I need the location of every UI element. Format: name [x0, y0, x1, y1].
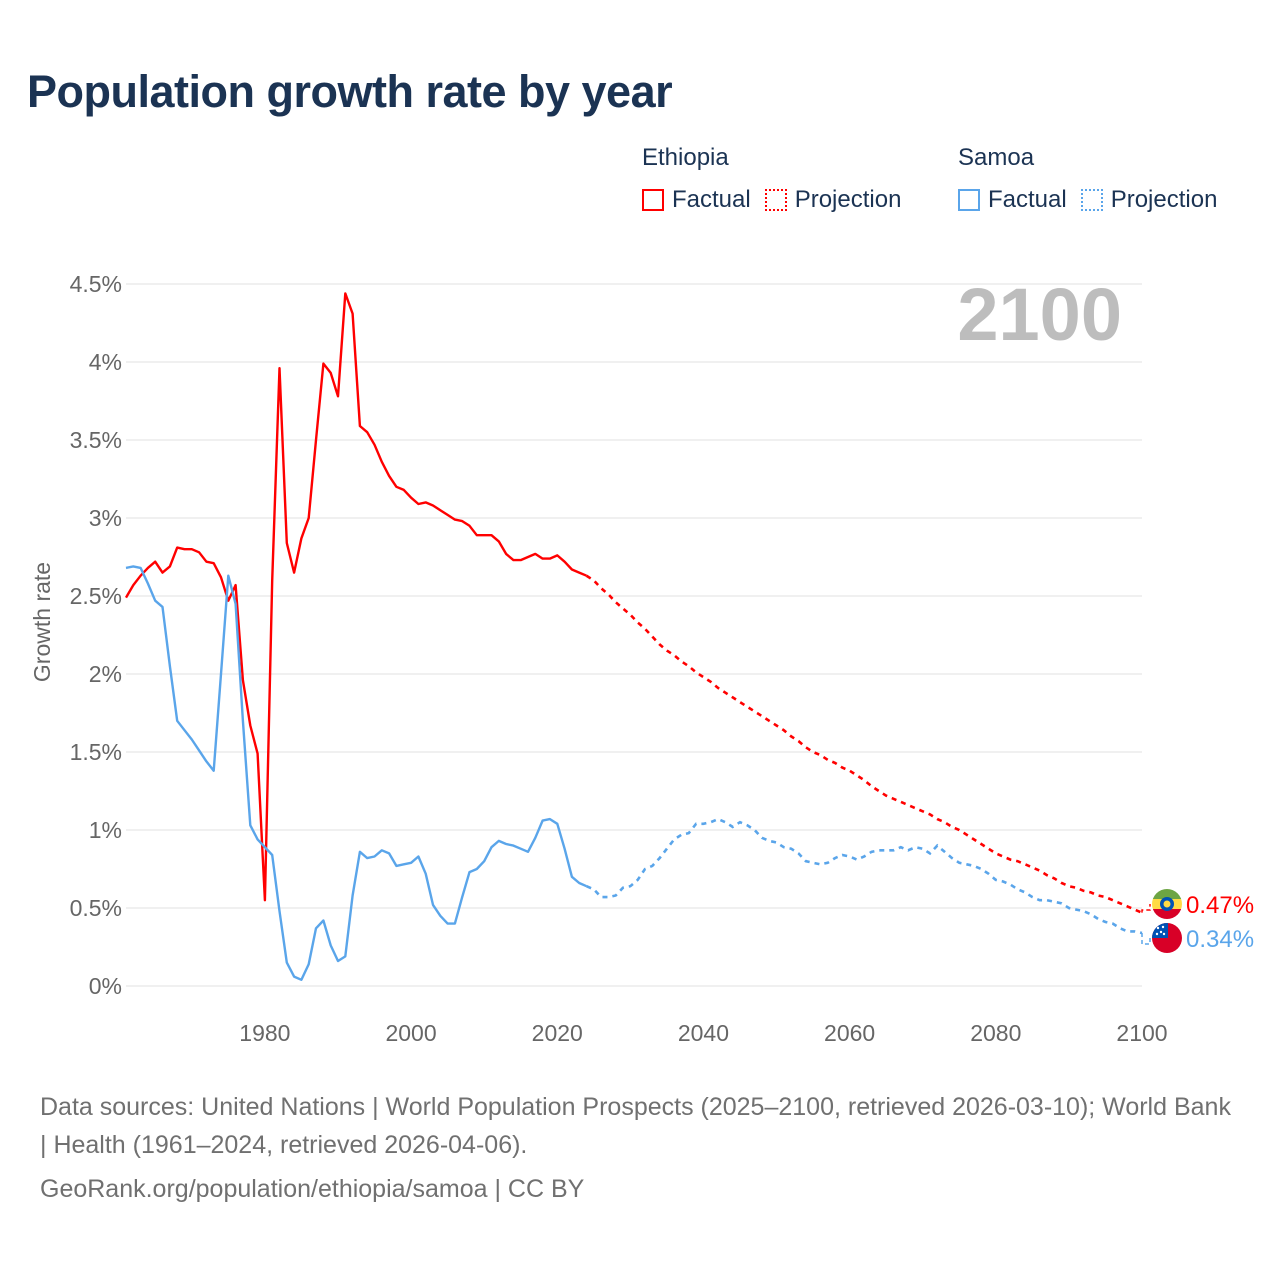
x-tick-label: 2000 — [385, 1020, 436, 1046]
chart-title: Population growth rate by year — [27, 66, 673, 117]
samoa-end-value: 0.34% — [1186, 926, 1254, 953]
x-tick-label: 2100 — [1116, 1020, 1167, 1046]
flag-canton — [1152, 923, 1168, 938]
flag-star — [1163, 900, 1171, 908]
legend-ethiopia-projection[interactable]: Projection — [764, 186, 902, 214]
legend-swatch-solid — [642, 189, 664, 211]
legend-samoa: Samoa Factual Projection — [958, 144, 1217, 218]
y-tick-label: 1% — [89, 817, 122, 843]
flag-star — [1159, 930, 1163, 934]
ethiopia-projection-line — [585, 574, 1143, 914]
data-sources: Data sources: United Nations | World Pop… — [40, 1093, 1231, 1159]
legend-samoa-projection[interactable]: Projection — [1080, 186, 1218, 214]
y-tick-label: 4% — [89, 349, 122, 375]
x-tick-label: 2080 — [970, 1020, 1021, 1046]
samoa-factual-line — [125, 565, 587, 981]
ethiopia-end-connector — [1141, 904, 1151, 913]
y-tick-label: 0% — [89, 973, 122, 999]
flag-green — [1152, 889, 1182, 899]
footer: Data sources: United Nations | World Pop… — [40, 1088, 1240, 1208]
flag-red — [1152, 909, 1182, 919]
x-tick-label: 2040 — [678, 1020, 729, 1046]
legend-label: Projection — [1110, 186, 1218, 213]
credit-link[interactable]: GeoRank.org/population/ethiopia/samoa | … — [40, 1175, 585, 1203]
legend-swatch-dotted — [764, 189, 787, 211]
current-year-label: 2100 — [957, 273, 1122, 356]
ethiopia-flag-icon — [1152, 889, 1182, 919]
legend-label: Factual — [672, 186, 751, 213]
y-tick-label: 2.5% — [70, 583, 122, 609]
y-tick-label: 4.5% — [70, 271, 122, 297]
legend-group-name: Samoa — [958, 144, 1035, 171]
legend-ethiopia: Ethiopia Factual Projection — [642, 144, 915, 218]
samoa-projection-line — [585, 817, 1143, 935]
x-tick-label: 1980 — [239, 1020, 290, 1046]
flag-star — [1162, 932, 1166, 936]
legend-label: Projection — [794, 186, 902, 213]
y-axis-label: Growth rate — [29, 562, 55, 682]
x-tick-label: 2020 — [532, 1020, 583, 1046]
flag-star — [1155, 932, 1159, 936]
y-tick-label: 2% — [89, 661, 122, 687]
x-tick-label: 2060 — [824, 1020, 875, 1046]
flag-star — [1156, 926, 1160, 930]
legend-samoa-factual[interactable]: Factual — [958, 186, 1067, 214]
ethiopia-end-value: 0.47% — [1186, 892, 1254, 919]
legend-swatch-dotted — [1080, 189, 1103, 211]
samoa-flag-icon — [1152, 923, 1182, 953]
flag-star — [1161, 925, 1165, 929]
legend-ethiopia-factual[interactable]: Factual — [642, 186, 751, 214]
ethiopia-factual-line — [124, 292, 587, 902]
legend-label: Factual — [988, 186, 1067, 213]
y-tick-label: 3.5% — [70, 427, 122, 453]
legend-swatch-solid — [958, 189, 980, 211]
legend-group-name: Ethiopia — [642, 144, 729, 171]
y-tick-label: 1.5% — [70, 739, 122, 765]
samoa-end-connector — [1141, 932, 1151, 945]
y-tick-label: 0.5% — [70, 895, 122, 921]
y-tick-label: 3% — [89, 505, 122, 531]
